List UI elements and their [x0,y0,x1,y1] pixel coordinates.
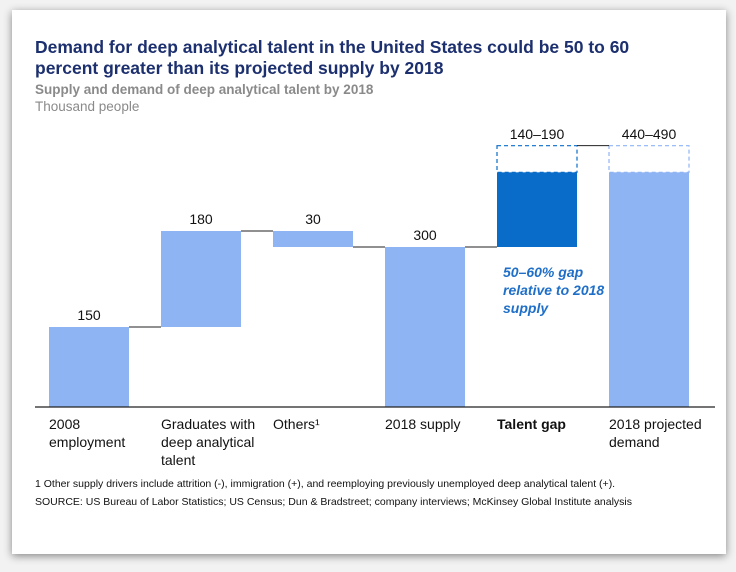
plot [35,145,715,408]
x-tick-label: Others¹ [273,416,320,432]
bar [609,172,689,407]
bar [497,172,577,247]
bar [161,231,241,327]
card: Demand for deep analytical talent in the… [12,10,726,554]
x-tick-label: Talent gap [497,416,566,432]
x-tick-label: Graduates with deep analytical talent [161,416,256,468]
bar [49,327,129,407]
x-tick-label: 2008 employment [49,416,126,450]
range-extent [496,145,578,173]
bar [385,247,465,407]
value-label: 180 [189,211,213,227]
subtitle: Supply and demand of deep analytical tal… [35,82,374,97]
value-label: 440–490 [621,125,677,142]
chart-title: Demand for deep analytical talent in the… [35,37,630,78]
bar [273,231,353,247]
value-label: 140–190 [509,125,565,142]
value-label: 150 [77,307,101,323]
value-label: 300 [413,227,437,243]
source: SOURCE: US Bureau of Labor Statistics; U… [35,496,632,508]
annotation: 50–60% gap relative to 2018 supply [503,264,605,316]
unit-label: Thousand people [35,99,140,114]
x-tick-label: 2018 projected demand [609,416,702,450]
x-tick-label: 2018 supply [385,416,461,432]
value-label: 30 [305,211,321,227]
footnote: 1 Other supply drivers include attrition… [35,478,616,490]
range-extent [608,145,690,173]
